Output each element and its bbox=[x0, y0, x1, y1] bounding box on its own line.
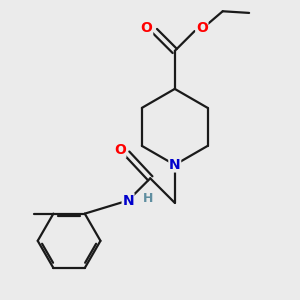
Text: O: O bbox=[141, 21, 153, 35]
Text: O: O bbox=[196, 21, 208, 35]
Text: N: N bbox=[169, 158, 181, 172]
Text: O: O bbox=[114, 143, 126, 157]
Text: N: N bbox=[122, 194, 134, 208]
Text: H: H bbox=[143, 192, 153, 206]
